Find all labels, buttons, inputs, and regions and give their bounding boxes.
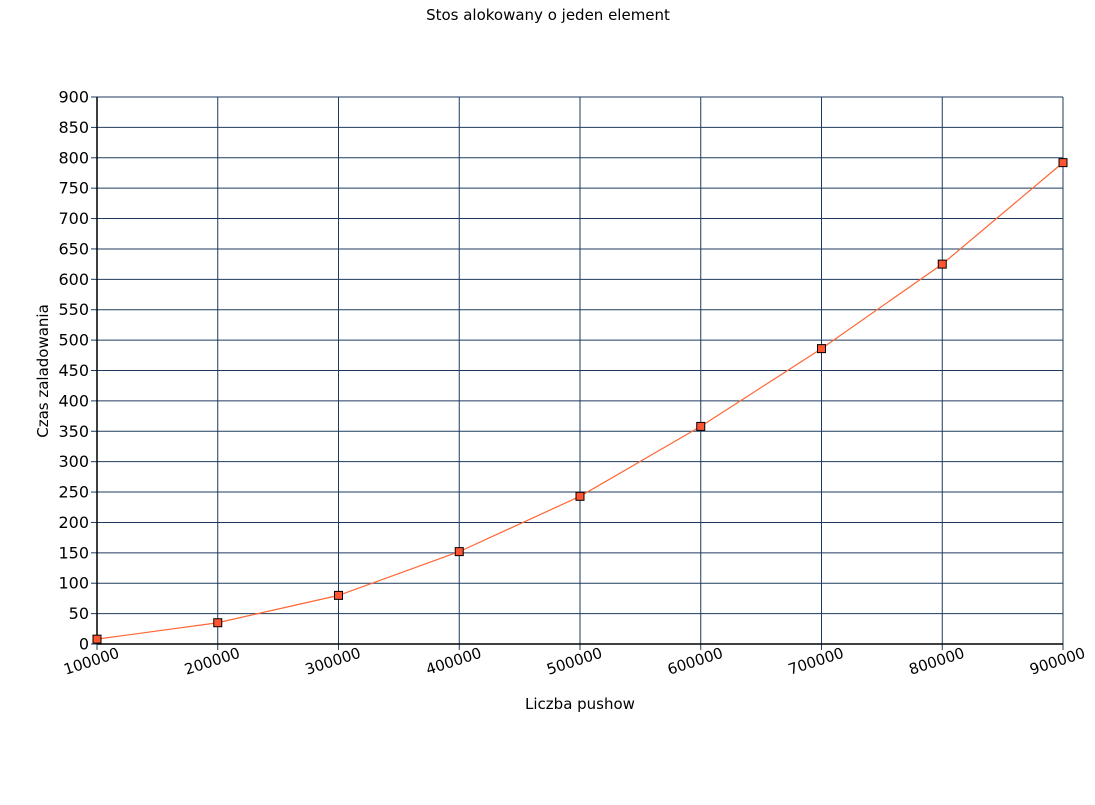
axes (96, 97, 1063, 645)
y-tick-label: 900 (58, 88, 89, 107)
x-tick-label: 100000 (61, 644, 121, 679)
x-tick-label: 300000 (303, 644, 363, 679)
y-axis-ticks: 0 50 100 150 200 250 300 350 400 450 500 550 600 650 7… (58, 88, 89, 654)
x-tick-label: 700000 (786, 644, 846, 679)
data-point (454, 547, 464, 557)
y-tick-label: 700 (58, 209, 89, 228)
x-axis-label: Liczba pushow (525, 695, 635, 713)
y-tick-label: 600 (58, 270, 89, 289)
grid (91, 96, 1064, 650)
chart-title: Stos alokowany o jeden element (426, 6, 670, 24)
y-tick-label: 350 (58, 422, 89, 441)
x-tick-label: 400000 (424, 644, 484, 679)
y-tick-label: 150 (58, 543, 89, 562)
y-tick-label: 850 (58, 118, 89, 137)
y-tick-label: 550 (58, 300, 89, 319)
y-tick-label: 0 (79, 635, 89, 654)
y-tick-label: 650 (58, 239, 89, 258)
y-tick-label: 250 (58, 483, 89, 502)
data-point (1058, 158, 1068, 168)
y-tick-label: 800 (58, 148, 89, 167)
data-point (817, 344, 826, 354)
y-tick-label: 450 (58, 361, 89, 380)
x-tick-label: 900000 (1027, 644, 1087, 679)
data-point (696, 421, 706, 431)
data-point (937, 259, 947, 269)
x-tick-label: 500000 (544, 644, 604, 679)
y-tick-label: 300 (58, 452, 89, 471)
series (92, 158, 1068, 644)
x-tick-label: 600000 (665, 644, 725, 679)
data-point (92, 634, 102, 644)
data-point (334, 590, 343, 600)
data-point (213, 618, 223, 628)
y-tick-label: 750 (58, 179, 89, 198)
y-tick-label: 50 (69, 604, 89, 623)
y-axis-label: Czas zaladowania (34, 304, 52, 438)
x-tick-label: 800000 (907, 644, 967, 679)
x-tick-label: 200000 (182, 644, 242, 679)
y-tick-label: 400 (58, 391, 89, 410)
y-tick-label: 200 (58, 513, 89, 532)
y-tick-label: 100 (58, 574, 89, 593)
y-tick-label: 500 (58, 331, 89, 350)
x-axis-ticks: 100000 200000 300000 400000 500000 600000 7000… (61, 644, 1087, 679)
data-point (575, 491, 585, 501)
